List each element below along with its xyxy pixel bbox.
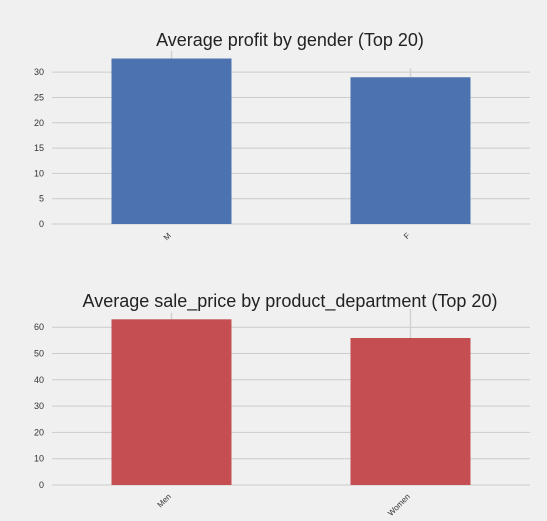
bars <box>111 319 471 485</box>
bar <box>350 337 471 485</box>
y-tick-label: 20 <box>34 118 44 128</box>
chart-title: Average profit by gender (Top 20) <box>156 30 424 50</box>
y-tick-label: 0 <box>39 480 44 490</box>
error-lines <box>170 308 412 338</box>
chart-title: Average sale_price by product_department… <box>83 291 498 312</box>
y-tick-label: 60 <box>34 322 44 332</box>
error-lines <box>170 50 412 78</box>
y-tick-label: 30 <box>34 401 44 411</box>
x-tick-label: M <box>162 231 173 242</box>
bars <box>111 58 471 224</box>
y-tick-label: 25 <box>34 92 44 102</box>
y-tick-label: 10 <box>34 454 44 464</box>
bar <box>350 77 471 224</box>
bar <box>111 319 232 485</box>
chart-gender-profit: Average profit by gender (Top 20) 0 5 10 15… <box>34 30 530 242</box>
y-tick-label: 5 <box>39 194 44 204</box>
y-tick-label: 15 <box>34 143 44 153</box>
y-tick-label: 0 <box>39 219 44 229</box>
y-tick-label: 10 <box>34 168 44 178</box>
x-tick-label: Men <box>156 492 173 509</box>
chart-department-sale-price: Average sale_price by product_department… <box>34 291 530 518</box>
y-tick-label: 50 <box>34 349 44 359</box>
x-tick-label: F <box>402 231 412 241</box>
x-tick-labels: Men Women <box>156 492 412 518</box>
y-tick-label: 30 <box>34 67 44 77</box>
y-tick-label: 20 <box>34 427 44 437</box>
y-tick-labels: 0 5 10 15 20 25 30 <box>34 67 44 229</box>
y-tick-labels: 0 10 20 30 40 50 60 <box>34 322 44 490</box>
y-tick-label: 40 <box>34 375 44 385</box>
bar <box>111 58 232 224</box>
x-tick-label: Women <box>386 492 412 518</box>
